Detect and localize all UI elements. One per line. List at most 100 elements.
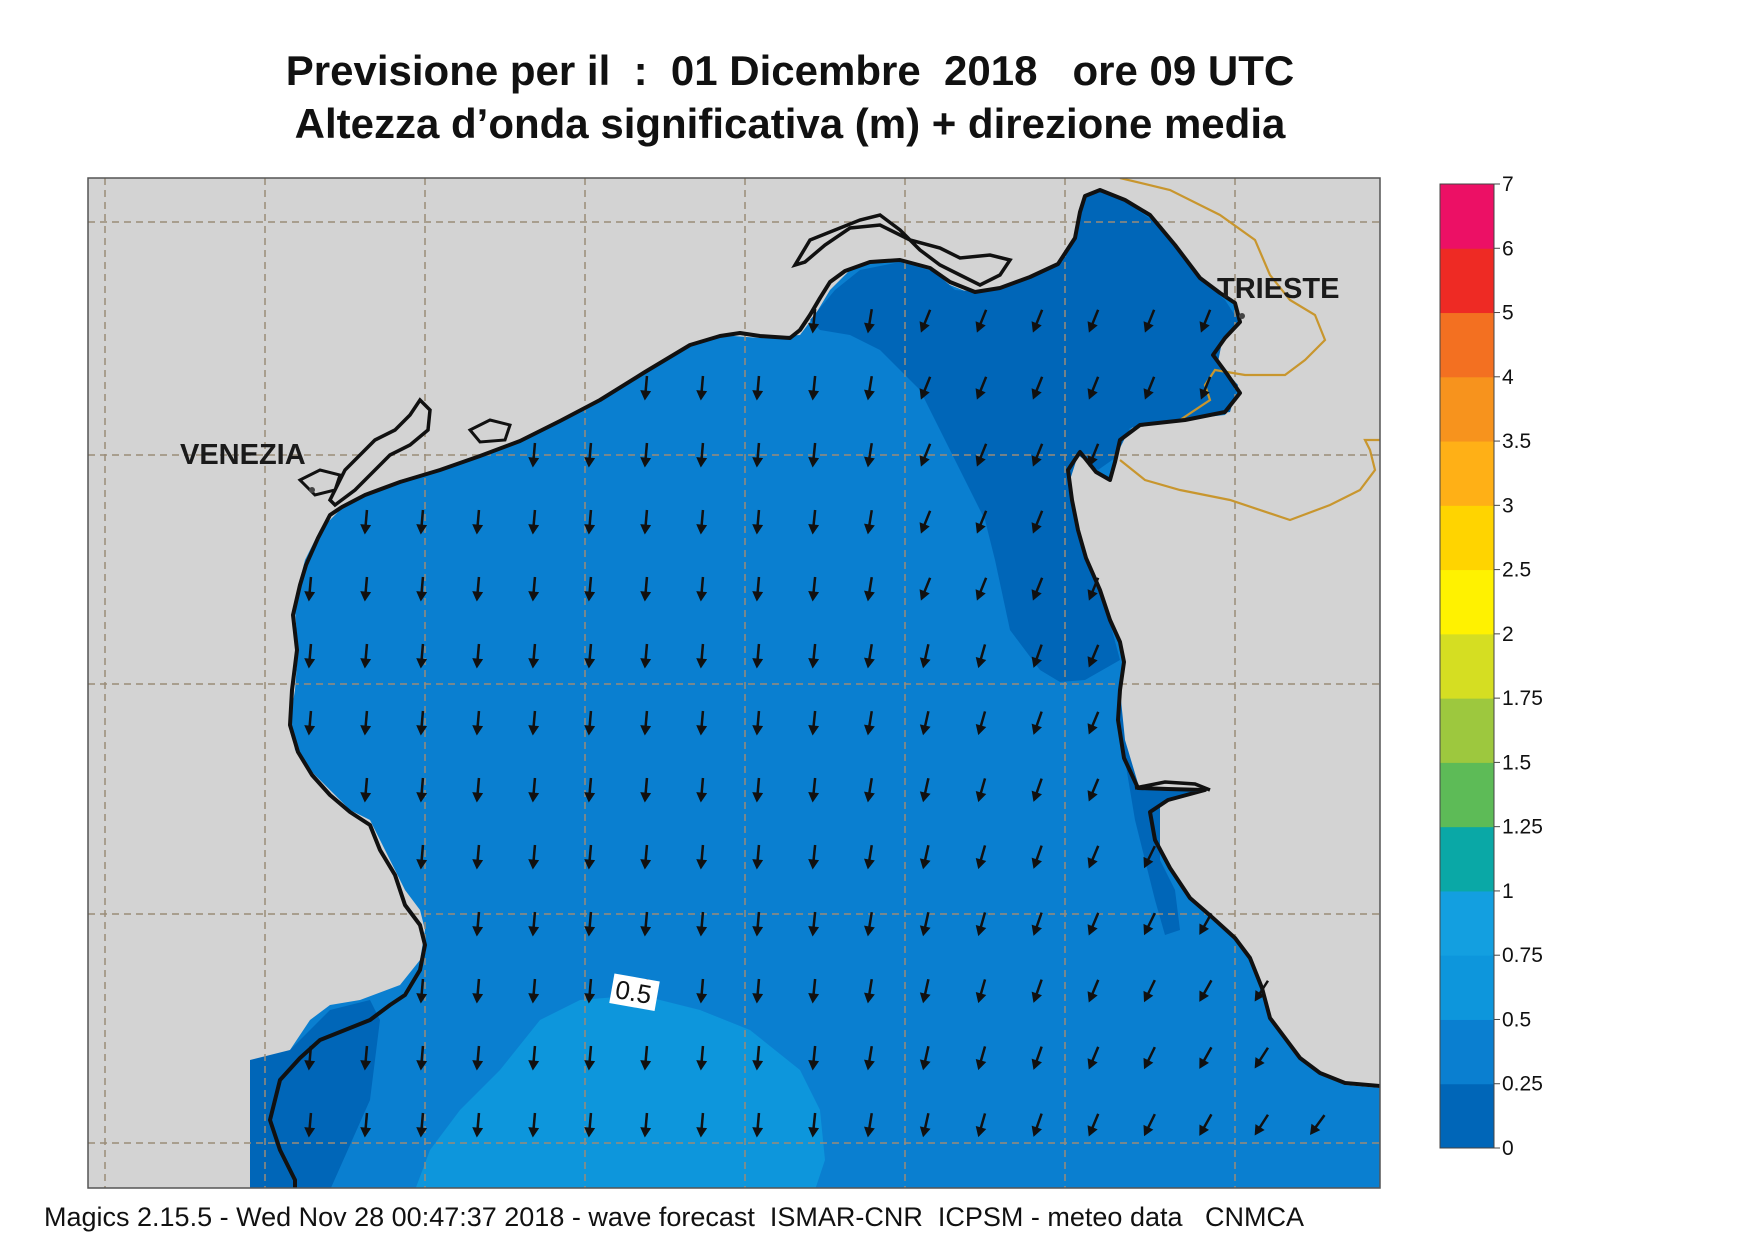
wave-arrow-head <box>584 792 596 803</box>
wave-arrow-head <box>1087 857 1098 869</box>
wave-arrow-head <box>528 926 540 937</box>
wave-arrow-head <box>919 321 930 333</box>
wave-arrow-head <box>640 1060 652 1071</box>
wave-arrow-head <box>360 591 372 602</box>
wave-arrow-head <box>1087 388 1098 400</box>
wave-arrow-head <box>696 1060 708 1071</box>
wave-arrow-head <box>360 1060 372 1071</box>
coastline <box>268 188 1380 1188</box>
wave-arrow-head <box>752 1060 764 1071</box>
legend-color-band <box>1440 698 1494 763</box>
city-marker-venezia <box>309 487 315 493</box>
wave-arrow-head <box>1087 1058 1098 1070</box>
legend-color-band <box>1440 633 1494 699</box>
wave-arrow-head <box>416 993 428 1004</box>
wave-arrow-head <box>864 1059 875 1071</box>
legend-color-band <box>1440 890 1494 956</box>
legend-tick-label: 3 <box>1502 494 1514 517</box>
wave-arrow-head <box>528 658 540 669</box>
sea-zone-low-3 <box>250 1000 380 1188</box>
wave-arrow-head <box>584 524 596 535</box>
wave-arrow-head <box>864 523 875 535</box>
wave-arrow-head <box>975 924 987 937</box>
wave-arrow-head <box>584 658 596 669</box>
legend-color-band <box>1440 312 1494 378</box>
wave-arrow-head <box>919 657 931 669</box>
wave-arrow-head <box>1143 923 1154 936</box>
wave-arrow-head <box>360 658 372 669</box>
wave-arrow-head <box>808 390 820 401</box>
wave-arrow-head <box>640 725 652 736</box>
wave-arrow-head <box>919 522 930 534</box>
wave-arrow-head <box>864 590 875 602</box>
wave-arrow-head <box>696 591 708 602</box>
wave-arrow-head <box>864 858 875 870</box>
wave-arrow-head <box>808 926 820 937</box>
wave-arrow-head <box>360 1127 372 1138</box>
wave-arrow-head <box>584 859 596 870</box>
title-forecast-date: Previsione per il : 01 Dicembre 2018 ore… <box>285 47 1295 94</box>
wave-arrow-head <box>1199 990 1209 1002</box>
wave-arrow-head <box>1254 1057 1265 1069</box>
wave-arrow-head <box>472 993 484 1004</box>
wave-arrow-head <box>528 591 540 602</box>
legend-tick-label: 5 <box>1502 302 1514 325</box>
wave-arrow-head <box>752 926 764 937</box>
wave-arrow-head <box>1087 455 1098 467</box>
wave-arrow-head <box>1031 723 1042 735</box>
wave-arrow-head <box>584 457 596 468</box>
wave-arrow-head <box>1143 388 1154 400</box>
wave-arrow-head <box>975 321 986 333</box>
wave-arrow-head <box>919 455 930 467</box>
legend-tick-label: 1.5 <box>1502 751 1531 774</box>
wave-arrow-head <box>472 1060 484 1071</box>
wave-arrow-head <box>1087 589 1098 601</box>
legend-tick-label: 0 <box>1502 1137 1514 1160</box>
wave-arrow-head <box>640 658 652 669</box>
wave-arrow-head <box>304 725 316 736</box>
wave-arrow-head <box>696 658 708 669</box>
wave-direction-arrows <box>304 308 1326 1138</box>
wave-arrow-head <box>752 993 764 1004</box>
legend-frame <box>1439 183 1495 1149</box>
wave-arrow-head <box>808 725 820 736</box>
wave-arrow-head <box>919 925 931 937</box>
wave-arrow-head <box>696 859 708 870</box>
wave-arrow-head <box>1254 1124 1265 1136</box>
wave-arrow-head <box>808 658 820 669</box>
legend-tick-label: 1 <box>1502 880 1514 903</box>
wave-arrow-head <box>919 791 931 803</box>
wave-arrow-head <box>416 658 428 669</box>
wave-arrow-head <box>919 1126 931 1138</box>
wave-arrow-head <box>1031 388 1042 400</box>
wave-arrow-head <box>472 524 484 535</box>
wave-arrow-head <box>1143 856 1154 869</box>
wave-arrow-head <box>584 1127 596 1138</box>
wave-arrow-head <box>752 524 764 535</box>
wave-arrow-head <box>752 457 764 468</box>
wave-arrow-head <box>864 389 875 401</box>
wave-arrow-head <box>1031 589 1042 601</box>
city-marker-trieste <box>1239 313 1245 319</box>
wave-arrow-head <box>1031 857 1042 869</box>
wave-arrow-head <box>864 791 875 803</box>
wave-arrow-head <box>919 1059 931 1071</box>
legend-tick-label: 4 <box>1502 366 1514 389</box>
wave-arrow-head <box>808 792 820 803</box>
istria-coast-detail <box>1134 780 1211 792</box>
sea-zone-low <box>810 192 1238 682</box>
wave-arrow-head <box>416 1060 428 1071</box>
legend-tick-label: 1.75 <box>1502 687 1543 710</box>
legend-tick-label: 2 <box>1502 623 1514 646</box>
wave-arrow-head <box>640 859 652 870</box>
wave-arrow-head <box>752 725 764 736</box>
wave-arrow-head <box>919 858 931 870</box>
wave-arrow-head <box>864 322 875 334</box>
wave-arrow-head <box>975 991 987 1004</box>
map-frame <box>87 177 1381 1189</box>
grado-lagoon <box>791 213 1013 287</box>
wave-arrow-head <box>975 589 986 601</box>
wave-arrow-head <box>696 1127 708 1138</box>
wave-arrow-head <box>416 1127 428 1138</box>
